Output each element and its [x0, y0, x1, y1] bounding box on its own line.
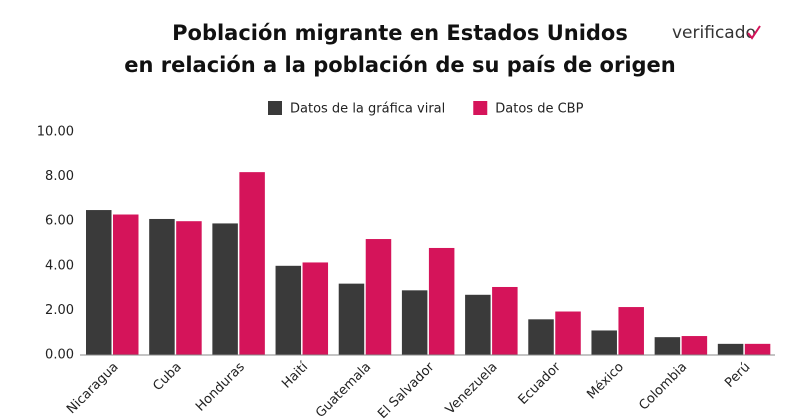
bar [465, 294, 491, 355]
x-tick-label: Honduras [193, 360, 248, 415]
bar [528, 319, 554, 355]
bar [149, 218, 175, 355]
bar [212, 223, 238, 355]
bar [654, 337, 681, 355]
y-tick-label: 6.00 [45, 214, 74, 229]
x-tick-label: Venezuela [443, 360, 501, 418]
x-tick-label: El Salvador [375, 359, 438, 420]
bar [681, 336, 708, 355]
bar [492, 286, 518, 355]
x-tick-label: Perú [722, 360, 753, 391]
bar [555, 311, 581, 355]
logo-check [747, 25, 761, 40]
chart-title: en relación a la población de su país de… [124, 53, 676, 77]
legend-label: Datos de la gráfica viral [290, 102, 445, 117]
bar [401, 290, 428, 355]
bar [591, 330, 617, 355]
legend-swatch [473, 101, 488, 115]
x-tick-label: Nicaragua [64, 360, 121, 417]
x-tick-label: Ecuador [516, 359, 565, 408]
bar [86, 210, 112, 355]
y-tick-label: 8.00 [45, 169, 74, 184]
legend-label: Datos de CBP [495, 102, 583, 117]
legend-swatch [268, 101, 282, 115]
chart-title: Población migrante en Estados Unidos [172, 21, 628, 45]
bar [302, 262, 329, 355]
x-tick-label: Cuba [150, 360, 184, 394]
bar [275, 265, 302, 355]
y-tick-label: 10.00 [37, 125, 74, 140]
x-tick-label: México [584, 360, 627, 403]
bar [618, 307, 644, 355]
x-tick-label: Colombia [636, 360, 690, 414]
y-tick-label: 2.00 [45, 303, 74, 318]
bar [239, 172, 265, 355]
y-tick-label: 0.00 [45, 348, 74, 363]
bar [338, 283, 365, 355]
logo: verificado [672, 23, 756, 43]
bar [428, 247, 455, 355]
bar [717, 343, 744, 355]
bar [113, 214, 139, 355]
bar [744, 343, 771, 355]
y-tick-label: 4.00 [45, 258, 74, 273]
x-tick-label: Haití [279, 359, 311, 391]
x-tick-label: Guatemala [313, 360, 374, 420]
bar [176, 221, 202, 355]
bar [365, 239, 392, 355]
